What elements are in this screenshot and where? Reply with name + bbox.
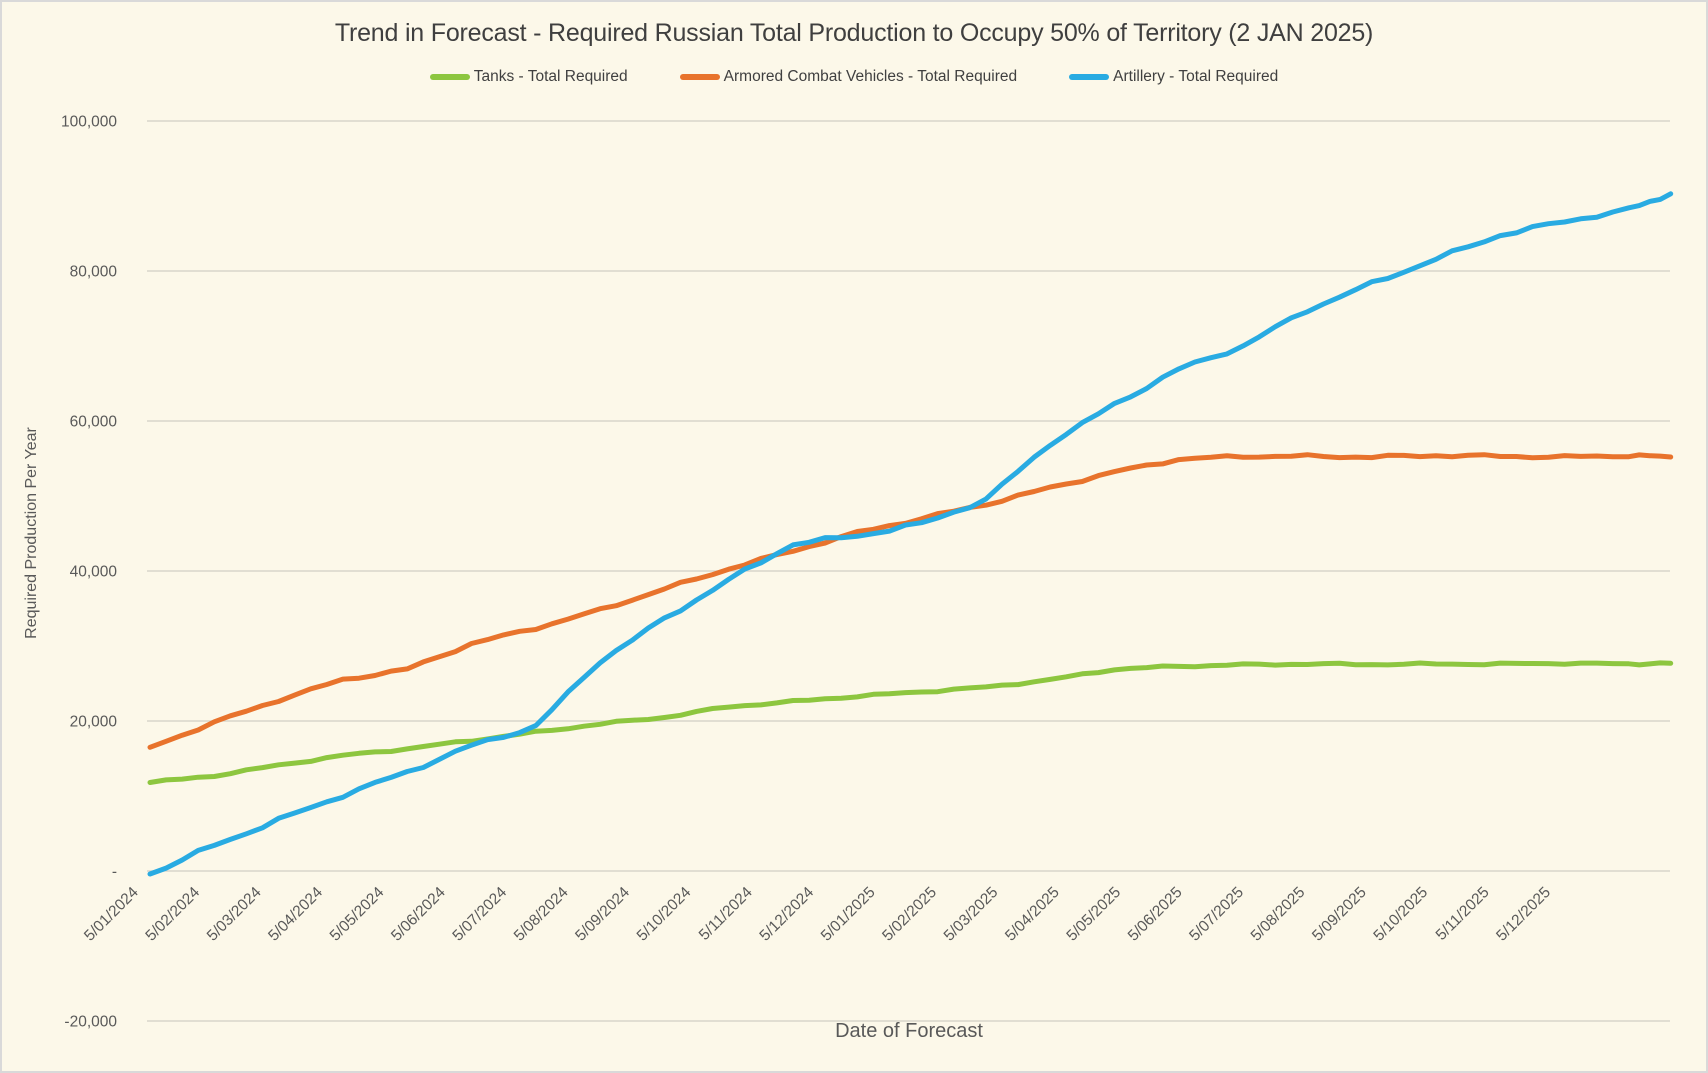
x-tick-label: 5/01/2025 <box>818 884 879 945</box>
x-tick-label: 5/12/2025 <box>1493 884 1554 945</box>
y-tick-label: 80,000 <box>70 264 118 281</box>
x-tick-label: 5/08/2025 <box>1248 884 1309 945</box>
y-tick-label: -20,000 <box>64 1014 117 1031</box>
x-tick-label: 5/10/2025 <box>1370 884 1431 945</box>
legend-item-acv: Armored Combat Vehicles - Total Required <box>679 68 1018 86</box>
x-tick-label: 5/05/2024 <box>327 884 388 945</box>
legend-line-swatch-icon <box>429 74 470 80</box>
x-tick-label: 5/03/2025 <box>941 884 1002 945</box>
x-tick-label: 5/03/2024 <box>204 884 265 945</box>
x-tick-label: 5/04/2024 <box>265 884 326 945</box>
chart-title: Trend in Forecast - Required Russian Tot… <box>334 19 1374 47</box>
legend-item-tanks: Tanks - Total Required <box>429 68 628 86</box>
y-tick-label: 20,000 <box>70 714 118 731</box>
legend-line-swatch-icon <box>1069 74 1110 80</box>
legend-label: Tanks - Total Required <box>473 68 628 85</box>
x-tick-label: 5/12/2024 <box>756 884 817 945</box>
legend: Tanks - Total Required Armored Combat Ve… <box>2 68 1706 86</box>
y-tick-label: 60,000 <box>70 414 118 431</box>
series-line-acv <box>147 452 1674 750</box>
x-tick-label: 5/09/2024 <box>572 884 633 945</box>
x-tick-label: 5/04/2025 <box>1002 884 1063 945</box>
y-tick-label: 40,000 <box>70 564 118 581</box>
legend-line-swatch-icon <box>679 74 720 80</box>
y-tick-label: - <box>112 864 117 881</box>
x-tick-label: 5/07/2024 <box>449 884 510 945</box>
x-tick-label: 5/01/2024 <box>81 884 142 945</box>
x-axis-title: Date of Forecast <box>835 1020 983 1042</box>
x-tick-label: 5/11/2025 <box>1433 884 1493 944</box>
x-tick-label: 5/08/2024 <box>511 884 572 945</box>
legend-item-artillery: Artillery - Total Required <box>1069 68 1278 86</box>
series-line-artillery <box>147 191 1674 877</box>
y-tick-label: 100,000 <box>61 114 117 131</box>
x-tick-label: 5/09/2025 <box>1309 884 1370 945</box>
x-tick-label: 5/02/2025 <box>879 884 940 945</box>
legend-label: Artillery - Total Required <box>1113 68 1279 85</box>
x-tick-label: 5/07/2025 <box>1186 884 1247 945</box>
x-tick-label: 5/02/2024 <box>142 884 203 945</box>
x-tick-label: 5/05/2025 <box>1063 884 1124 945</box>
x-tick-label: 5/10/2024 <box>634 884 695 945</box>
legend-label: Armored Combat Vehicles - Total Required <box>723 68 1018 85</box>
series-line-tanks <box>147 660 1674 785</box>
x-tick-label: 5/06/2024 <box>388 884 449 945</box>
x-tick-label: 5/11/2024 <box>696 884 756 944</box>
x-tick-label: 5/06/2025 <box>1125 884 1186 945</box>
